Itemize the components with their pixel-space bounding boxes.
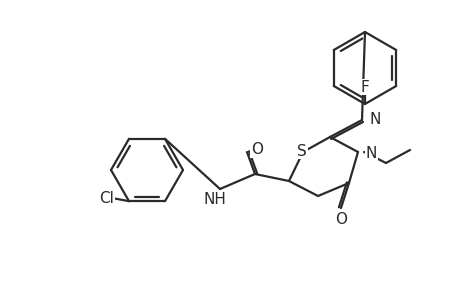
Text: S: S <box>297 143 306 158</box>
Text: F: F <box>360 80 369 94</box>
Text: Cl: Cl <box>99 191 114 206</box>
Text: O: O <box>251 142 263 158</box>
Text: N: N <box>365 146 376 161</box>
Text: N: N <box>369 112 381 128</box>
Text: O: O <box>334 212 346 227</box>
Text: NH: NH <box>203 191 226 206</box>
